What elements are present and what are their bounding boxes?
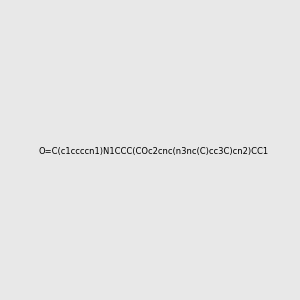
Text: O=C(c1ccccn1)N1CCC(COc2cnc(n3nc(C)cc3C)cn2)CC1: O=C(c1ccccn1)N1CCC(COc2cnc(n3nc(C)cc3C)c… <box>39 147 269 156</box>
